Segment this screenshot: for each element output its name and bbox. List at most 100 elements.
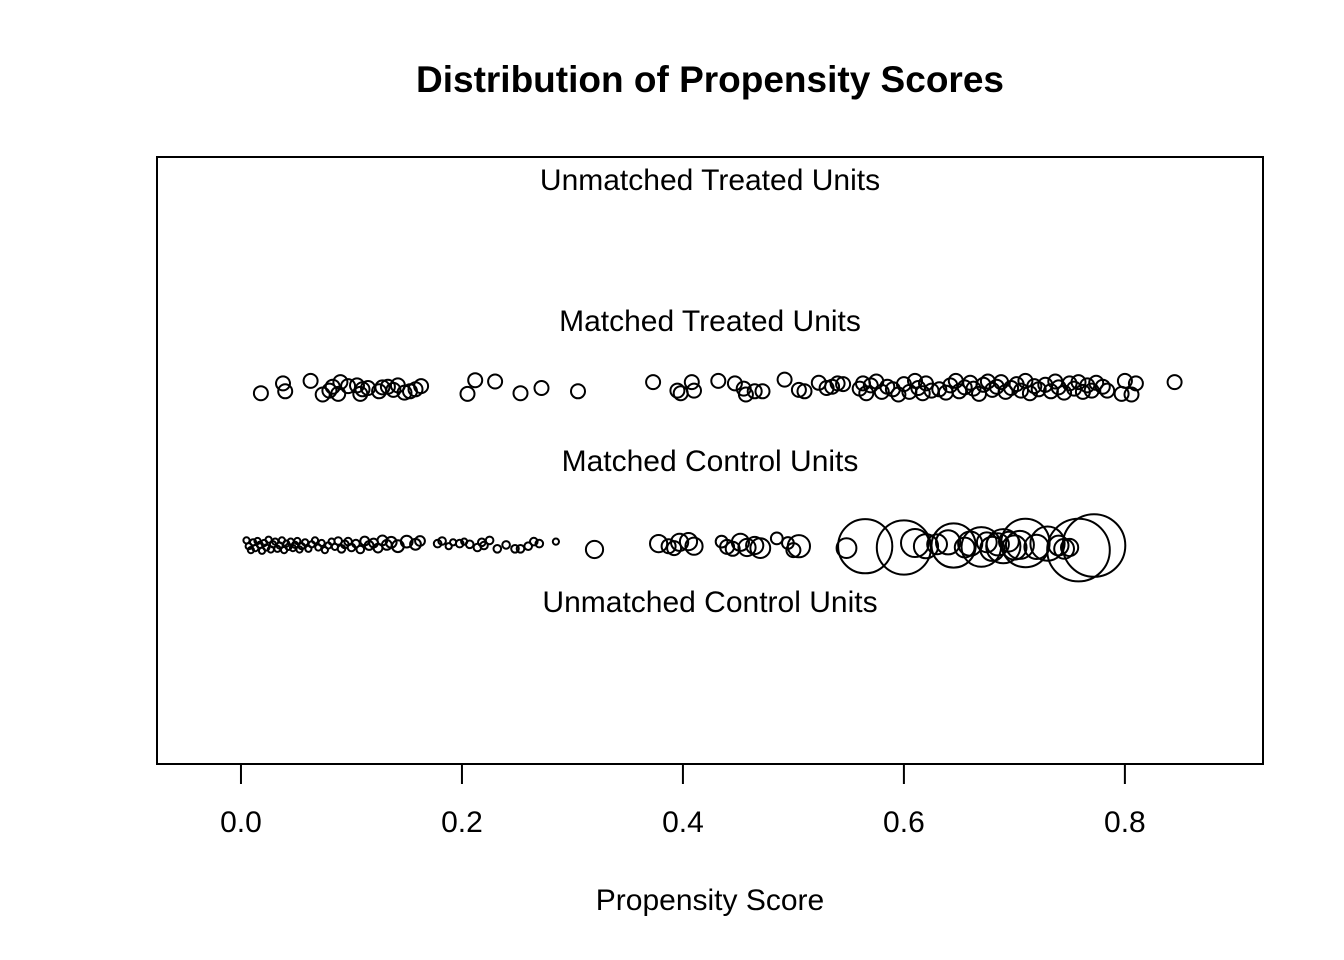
data-point-g1-104 bbox=[1166, 374, 1183, 391]
data-point-g2-96 bbox=[926, 533, 948, 556]
data-point-g2-77 bbox=[670, 532, 690, 552]
data-point-g2-69 bbox=[523, 541, 534, 552]
data-point-g1-91 bbox=[1061, 375, 1078, 392]
data-point-g1-95 bbox=[1079, 377, 1096, 394]
data-point-g2-74 bbox=[649, 534, 669, 554]
data-point-g1-40 bbox=[776, 371, 793, 388]
x-tick-label-0: 0.0 bbox=[220, 806, 262, 839]
data-point-g1-31 bbox=[672, 385, 689, 402]
data-point-g1-30 bbox=[669, 382, 686, 399]
data-point-g1-99 bbox=[1099, 382, 1116, 399]
data-point-g1-17 bbox=[385, 381, 402, 398]
group-labels: Unmatched Treated Units Matched Treated U… bbox=[540, 164, 880, 619]
data-point-g2-78 bbox=[678, 532, 699, 552]
data-point-g2-80 bbox=[714, 534, 729, 549]
data-point-g2-91 bbox=[835, 537, 858, 559]
data-point-g1-5 bbox=[321, 382, 338, 399]
data-point-g2-73 bbox=[584, 539, 605, 560]
data-point-g1-27 bbox=[533, 380, 550, 396]
x-tick-label-3: 0.6 bbox=[883, 806, 925, 839]
data-point-g1-35 bbox=[726, 375, 743, 392]
data-point-g1-26 bbox=[512, 385, 529, 402]
data-point-g2-93 bbox=[875, 519, 933, 576]
data-point-g2-70 bbox=[529, 536, 539, 547]
data-point-g2-26 bbox=[301, 538, 310, 547]
data-point-g2-108 bbox=[1004, 529, 1035, 560]
x-axis-label: Propensity Score bbox=[596, 884, 824, 917]
data-point-g1-103 bbox=[1127, 375, 1144, 392]
data-point-g1-101 bbox=[1116, 372, 1133, 389]
data-point-g1-98 bbox=[1094, 378, 1111, 395]
data-point-g1-61 bbox=[914, 385, 931, 402]
data-point-g2-85 bbox=[745, 535, 765, 556]
data-point-g1-9 bbox=[340, 378, 357, 395]
data-point-g2-105 bbox=[985, 528, 1022, 565]
data-point-g2-83 bbox=[730, 532, 751, 552]
data-point-g2-58 bbox=[454, 538, 465, 549]
data-point-g2-41 bbox=[351, 538, 361, 549]
data-point-g1-28 bbox=[570, 383, 586, 400]
data-point-g2-92 bbox=[837, 518, 894, 575]
data-point-g2-95 bbox=[912, 533, 940, 560]
data-point-g1-37 bbox=[737, 386, 754, 403]
data-point-g2-64 bbox=[484, 535, 495, 546]
data-point-g1-23 bbox=[459, 385, 476, 402]
data-point-g1-29 bbox=[645, 374, 662, 391]
data-point-g1-71 bbox=[965, 380, 982, 397]
group-label-2: Matched Control Units bbox=[562, 445, 859, 478]
group-label-3: Unmatched Control Units bbox=[542, 586, 877, 619]
data-point-g2-98 bbox=[930, 522, 977, 569]
data-point-g1-59 bbox=[907, 372, 923, 389]
group-label-1: Matched Treated Units bbox=[559, 305, 861, 338]
data-point-g2-97 bbox=[935, 529, 962, 556]
data-point-g2-106 bbox=[998, 530, 1020, 553]
data-point-g1-38 bbox=[746, 383, 763, 400]
data-point-g1-89 bbox=[1050, 379, 1067, 396]
data-point-g2-65 bbox=[492, 544, 503, 554]
data-point-g2-60 bbox=[464, 539, 475, 550]
data-point-g1-69 bbox=[956, 379, 973, 396]
data-point-g2-63 bbox=[479, 540, 489, 551]
data-point-g1-84 bbox=[1026, 378, 1043, 395]
x-tick-label-1: 0.2 bbox=[441, 806, 483, 839]
data-point-g1-2 bbox=[277, 383, 294, 400]
data-point-g1-39 bbox=[754, 383, 771, 400]
data-point-g1-15 bbox=[374, 379, 391, 396]
data-point-g1-47 bbox=[835, 376, 852, 393]
x-tick-label-4: 0.8 bbox=[1104, 806, 1146, 839]
data-point-g2-55 bbox=[437, 536, 447, 546]
data-point-g1-22 bbox=[413, 378, 430, 395]
data-point-g2-84 bbox=[737, 537, 757, 558]
data-point-g2-112 bbox=[1047, 534, 1070, 557]
data-point-g2-111 bbox=[1029, 525, 1066, 562]
data-point-g1-50 bbox=[858, 385, 875, 402]
data-point-g2-29 bbox=[310, 536, 320, 545]
data-point-g2-76 bbox=[666, 540, 683, 557]
data-point-g1-0 bbox=[252, 385, 269, 402]
data-point-g2-31 bbox=[317, 538, 326, 548]
data-point-g2-66 bbox=[501, 540, 511, 550]
data-point-g2-67 bbox=[510, 544, 520, 554]
data-point-g2-42 bbox=[355, 544, 366, 555]
group-label-0: Unmatched Treated Units bbox=[540, 164, 880, 197]
data-point-g2-71 bbox=[534, 538, 545, 549]
data-point-g2-116 bbox=[1061, 513, 1127, 578]
data-point-g1-25 bbox=[487, 373, 504, 390]
data-point-g2-23 bbox=[293, 536, 302, 546]
data-point-g1-8 bbox=[332, 374, 349, 391]
data-point-g1-96 bbox=[1083, 382, 1100, 399]
data-point-g1-33 bbox=[686, 382, 702, 399]
data-point-g2-87 bbox=[769, 531, 784, 546]
data-point-g2-90 bbox=[786, 534, 812, 559]
data-point-g2-94 bbox=[900, 528, 930, 558]
data-point-g1-93 bbox=[1070, 374, 1087, 391]
data-point-g1-1 bbox=[275, 375, 291, 392]
data-point-g1-46 bbox=[829, 375, 846, 392]
data-point-g1-32 bbox=[683, 374, 700, 391]
data-point-g1-53 bbox=[873, 383, 890, 400]
data-point-g2-89 bbox=[785, 542, 802, 559]
data-point-g1-90 bbox=[1056, 384, 1073, 401]
data-point-g2-103 bbox=[979, 535, 1006, 562]
data-point-g1-24 bbox=[467, 372, 484, 389]
